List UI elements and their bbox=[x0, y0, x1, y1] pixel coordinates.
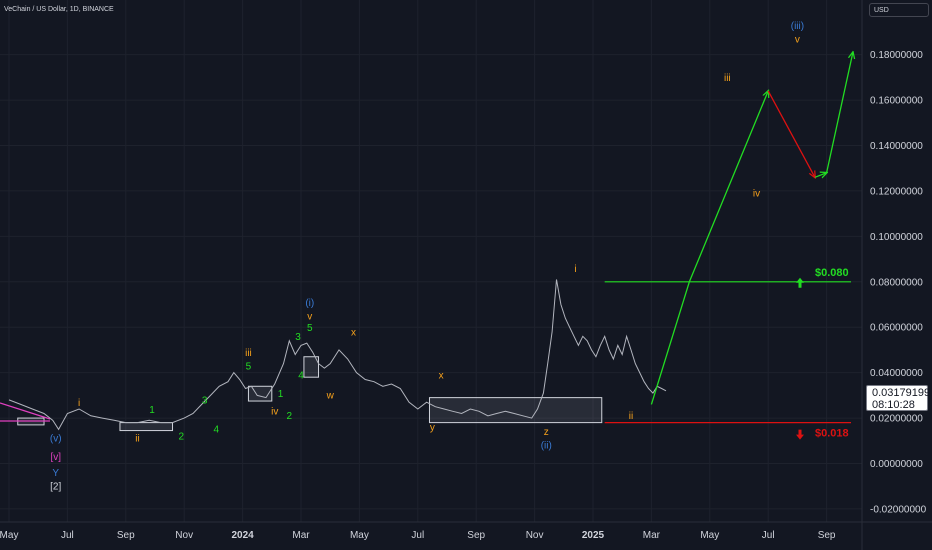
wave-label: 3 bbox=[295, 332, 301, 343]
wave-label: 4 bbox=[298, 371, 304, 382]
consolidation-box bbox=[428, 397, 603, 424]
wave-label: (i) bbox=[305, 298, 314, 309]
y-tick-label: 0.10000000 bbox=[870, 232, 923, 243]
wave-label: iii bbox=[724, 73, 731, 84]
projection-segment bbox=[650, 281, 690, 405]
y-tick-label: 0.06000000 bbox=[870, 323, 923, 334]
x-tick-label: Jul bbox=[61, 530, 74, 541]
projection-path bbox=[650, 52, 853, 405]
wave-label: x bbox=[439, 371, 444, 382]
bar-countdown: 08:10:28 bbox=[872, 399, 915, 411]
wave-label: (ii) bbox=[541, 441, 552, 452]
wave-label: [2] bbox=[50, 481, 61, 492]
level-markers: $0.080 $0.018 bbox=[796, 267, 849, 440]
current-price-label: 0.03179199 08:10:28 bbox=[866, 385, 931, 411]
projection-segment bbox=[825, 52, 853, 173]
x-tick-label: 2025 bbox=[582, 530, 605, 541]
wave-label: y bbox=[430, 422, 435, 433]
y-tick-label: 0.02000000 bbox=[870, 414, 923, 425]
projection-segment bbox=[814, 173, 827, 178]
wave-label: 2 bbox=[178, 431, 184, 442]
price-line bbox=[8, 279, 667, 431]
wave-label: 1 bbox=[278, 389, 284, 400]
time-axis[interactable]: May Jul Sep Nov 2024 Mar May Jul Sep Nov 2025 Mar Ma… bbox=[0, 530, 836, 541]
y-tick-label: -0.02000000 bbox=[870, 504, 927, 515]
wave-label: ii bbox=[135, 434, 139, 445]
wave-label: iv bbox=[271, 406, 278, 417]
y-tick-label: 0.04000000 bbox=[870, 368, 923, 379]
up-arrow-icon bbox=[796, 277, 804, 288]
wave-label: z bbox=[544, 427, 549, 438]
wave-label: 3 bbox=[202, 396, 208, 407]
wave-label: iv bbox=[753, 188, 760, 199]
wave-label: 4 bbox=[214, 425, 220, 436]
y-tick-label: 0.12000000 bbox=[870, 186, 923, 197]
wave-label: iii bbox=[245, 348, 252, 359]
x-tick-label: May bbox=[350, 530, 369, 541]
wave-label: v bbox=[307, 312, 312, 323]
wave-label: 5 bbox=[246, 362, 252, 373]
x-tick-label: May bbox=[700, 530, 719, 541]
wave-label: ii bbox=[629, 411, 633, 422]
price-series bbox=[8, 279, 667, 431]
x-tick-label: Jul bbox=[411, 530, 424, 541]
wave-label: 5 bbox=[307, 323, 313, 334]
current-price: 0.03179199 bbox=[872, 387, 931, 399]
x-tick-label: Sep bbox=[467, 530, 485, 541]
wave-label: i bbox=[574, 264, 576, 275]
wave-label: Y bbox=[52, 468, 59, 479]
wave-label: 2 bbox=[287, 411, 293, 422]
y-tick-label: 0.18000000 bbox=[870, 50, 923, 61]
x-tick-label: 2024 bbox=[231, 530, 254, 541]
wave-label: [v] bbox=[50, 452, 61, 463]
wave-label: (v) bbox=[50, 434, 62, 445]
projection-segment bbox=[767, 90, 815, 177]
y-tick-label: 0.00000000 bbox=[870, 459, 923, 470]
y-tick-label: 0.14000000 bbox=[870, 141, 923, 152]
symbol-title: VeChain / US Dollar, 1D, BINANCE bbox=[4, 6, 114, 13]
wave-label: x bbox=[351, 328, 356, 339]
x-tick-label: Mar bbox=[292, 530, 310, 541]
lower-level-label: $0.018 bbox=[815, 428, 849, 440]
down-arrow-icon bbox=[796, 429, 804, 440]
consolidation-boxes bbox=[0, 356, 603, 432]
wave-label: w bbox=[326, 391, 335, 402]
trendline bbox=[0, 402, 51, 420]
x-tick-label: May bbox=[0, 530, 18, 541]
consolidation-box bbox=[119, 422, 174, 432]
x-tick-label: Sep bbox=[117, 530, 135, 541]
y-tick-label: 0.16000000 bbox=[870, 96, 923, 107]
price-axis[interactable]: 0.18000000 0.16000000 0.14000000 0.12000000… bbox=[870, 50, 927, 515]
wave-label: (iii) bbox=[791, 21, 804, 32]
wave-label: 1 bbox=[149, 405, 155, 416]
consolidation-box bbox=[303, 356, 320, 378]
upper-level-label: $0.080 bbox=[815, 267, 849, 279]
projection-segment bbox=[688, 91, 768, 283]
x-tick-label: Nov bbox=[175, 530, 193, 541]
wave-label: i bbox=[78, 398, 80, 409]
horizontal-levels bbox=[604, 281, 851, 424]
x-tick-label: Jul bbox=[762, 530, 775, 541]
x-tick-label: Nov bbox=[526, 530, 544, 541]
x-tick-label: Sep bbox=[818, 530, 836, 541]
y-tick-label: 0.08000000 bbox=[870, 277, 923, 288]
currency-button[interactable]: USD bbox=[869, 3, 929, 17]
wave-label: v bbox=[795, 35, 800, 46]
x-tick-label: Mar bbox=[643, 530, 661, 541]
